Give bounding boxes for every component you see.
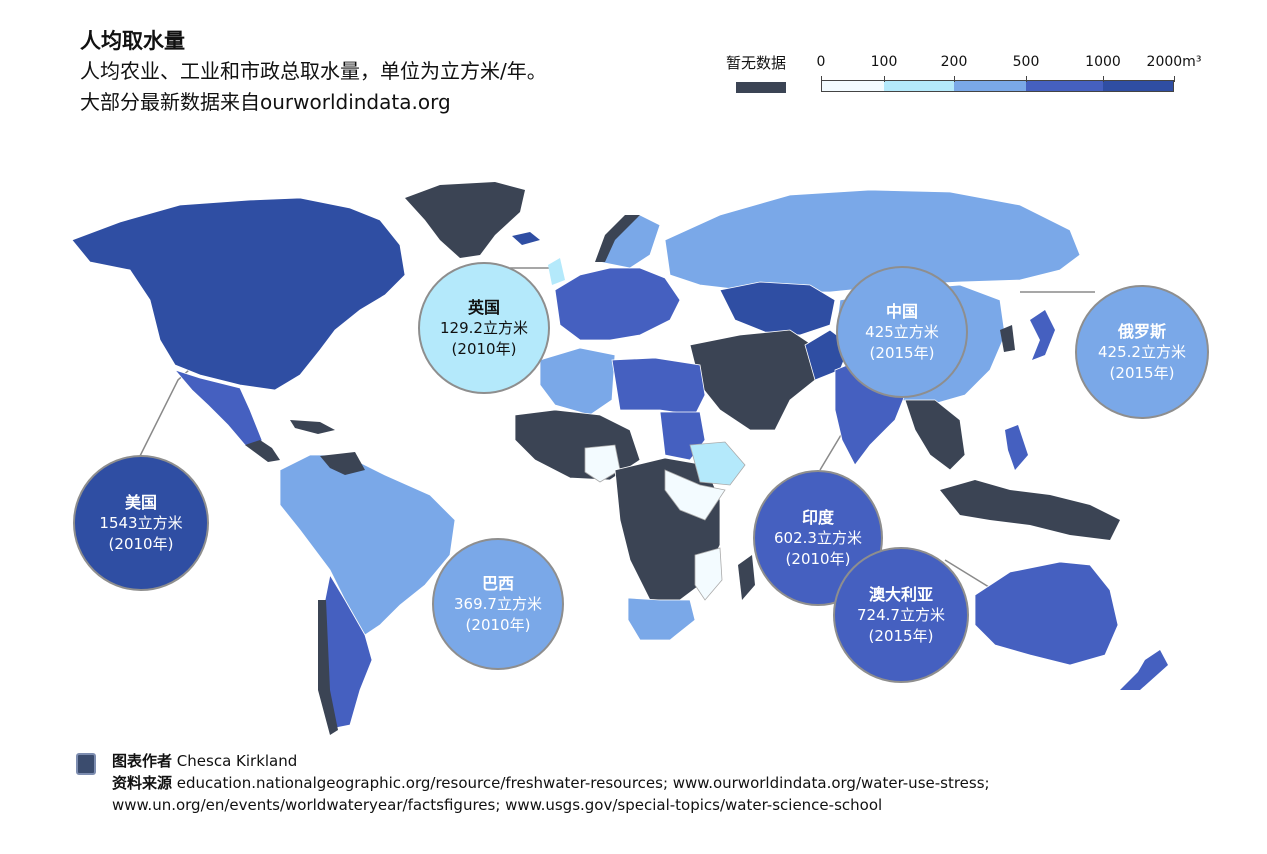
callout-brazil-name: 巴西 xyxy=(481,573,514,593)
region-usa-canada xyxy=(71,197,406,391)
footer-source-line-1: 资料来源 education.nationalgeographic.org/re… xyxy=(112,772,990,794)
callout-india-value: 602.3立方米 xyxy=(774,528,862,547)
region-southern-africa xyxy=(627,597,696,641)
callout-china: 中国 425立方米 (2015年) xyxy=(836,266,968,398)
callout-australia-name: 澳大利亚 xyxy=(868,584,933,604)
legend-bar-outline xyxy=(821,80,1174,92)
region-new-zealand xyxy=(1120,650,1168,690)
legend: 暂无数据 0 100 200 500 1000 2000m³ xyxy=(726,52,1201,102)
region-europe xyxy=(554,267,681,341)
region-norway xyxy=(595,215,640,262)
callout-uk-name: 英国 xyxy=(467,297,500,317)
callout-china-year: (2015年) xyxy=(869,343,935,362)
region-central-america xyxy=(245,440,280,462)
callout-australia-year: (2015年) xyxy=(868,626,934,645)
region-middle-east xyxy=(689,329,821,431)
region-iceland xyxy=(512,232,540,245)
callout-china-name: 中国 xyxy=(885,301,918,321)
legend-tick: 0 xyxy=(816,54,826,70)
region-japan xyxy=(1030,310,1055,360)
legend-tick: 1000 xyxy=(1085,54,1121,70)
callout-russia-name: 俄罗斯 xyxy=(1117,321,1166,341)
footer-source-2: www.un.org/en/events/worldwateryear/fact… xyxy=(112,796,883,814)
footer: 图表作者 Chesca Kirkland 资料来源 education.nati… xyxy=(76,750,990,816)
legend-bin xyxy=(884,80,954,92)
callout-uk: 英国 129.2立方米 (2010年) xyxy=(418,262,550,394)
callout-india-year: (2010年) xyxy=(785,549,851,568)
region-nigeria xyxy=(584,444,621,483)
chart-subtitle-1: 人均农业、工业和市政总取水量，单位为立方米/年。 xyxy=(80,59,547,83)
chart-title: 人均取水量 xyxy=(80,29,185,53)
footer-source-label: 资料来源 xyxy=(112,774,173,792)
region-north-africa-west xyxy=(539,347,616,416)
region-uk xyxy=(548,258,565,285)
legend-separator xyxy=(1174,76,1175,82)
footer-author: Chesca Kirkland xyxy=(176,752,298,770)
legend-no-data-label: 暂无数据 xyxy=(726,54,787,72)
region-caribbean xyxy=(290,420,335,434)
legend-separator xyxy=(954,76,955,82)
callout-india-name: 印度 xyxy=(801,507,834,527)
callout-usa-name: 美国 xyxy=(124,492,157,512)
legend-bin xyxy=(821,80,884,92)
callout-russia: 俄罗斯 425.2立方米 (2015年) xyxy=(1075,285,1209,419)
legend-separator xyxy=(1103,76,1104,82)
region-south-america-north xyxy=(279,454,456,636)
region-east-africa xyxy=(664,469,726,521)
footer-author-line: 图表作者 Chesca Kirkland xyxy=(112,750,990,772)
region-egypt-libya xyxy=(611,357,706,416)
region-ethiopia xyxy=(689,441,746,486)
region-greenland xyxy=(405,182,525,258)
region-philippines xyxy=(1005,425,1028,470)
region-central-asia xyxy=(719,281,836,336)
callout-uk-value: 129.2立方米 xyxy=(440,318,528,337)
callout-australia-value: 724.7立方米 xyxy=(857,605,945,624)
legend-tick: 100 xyxy=(870,54,898,70)
callout-usa-value: 1543立方米 xyxy=(99,513,183,532)
region-madagascar xyxy=(738,555,755,600)
footer-author-label: 图表作者 xyxy=(112,752,173,770)
legend-tick: 2000m³ xyxy=(1146,54,1202,70)
legend-separator xyxy=(884,76,885,82)
region-chile xyxy=(318,600,338,735)
legend-separator xyxy=(821,76,822,82)
callout-russia-value: 425.2立方米 xyxy=(1098,342,1186,361)
callout-uk-year: (2010年) xyxy=(451,339,517,358)
footer-source-1: education.nationalgeographic.org/resourc… xyxy=(176,774,990,792)
region-korea xyxy=(1000,325,1015,352)
region-mozambique xyxy=(694,547,723,601)
chart-subtitle-2: 大部分最新数据来自ourworldindata.org xyxy=(80,90,451,114)
footer-swatch xyxy=(76,753,96,775)
legend-tick: 200 xyxy=(940,54,968,70)
callout-usa-year: (2010年) xyxy=(108,534,174,553)
legend-bin xyxy=(1026,80,1103,92)
callout-australia: 澳大利亚 724.7立方米 (2015年) xyxy=(833,547,969,683)
callout-china-value: 425立方米 xyxy=(865,322,939,341)
callout-brazil-value: 369.7立方米 xyxy=(454,594,542,613)
legend-bin xyxy=(1103,80,1174,92)
region-se-asia xyxy=(904,399,966,471)
legend-bin xyxy=(954,80,1026,92)
legend-tick: 500 xyxy=(1012,54,1040,70)
region-venezuela xyxy=(320,452,365,475)
legend-no-data-swatch xyxy=(736,82,786,93)
region-indonesia xyxy=(940,480,1120,540)
callout-usa: 美国 1543立方米 (2010年) xyxy=(73,455,209,591)
legend-separator xyxy=(1026,76,1027,82)
title-block: 人均取水量 人均农业、工业和市政总取水量，单位为立方米/年。 大部分最新数据来自… xyxy=(80,26,547,118)
callout-russia-year: (2015年) xyxy=(1109,363,1175,382)
region-australia xyxy=(974,561,1119,666)
callout-brazil-year: (2010年) xyxy=(465,615,531,634)
callout-brazil: 巴西 369.7立方米 (2010年) xyxy=(432,538,564,670)
